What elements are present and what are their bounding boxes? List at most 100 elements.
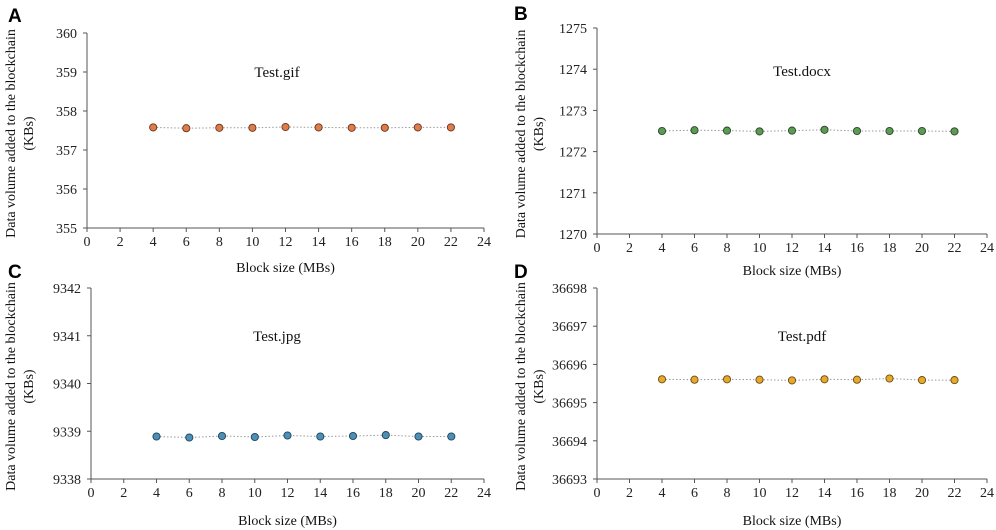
data-point — [348, 431, 358, 441]
x-tick-label: 16 — [850, 241, 864, 256]
data-point — [885, 126, 894, 136]
x-tick-label: 24 — [477, 235, 491, 250]
y-tick-label: 9341 — [53, 330, 81, 345]
x-tick-label: 4 — [153, 486, 160, 501]
x-tick-label: 8 — [216, 235, 223, 250]
y-tick-label: 36697 — [552, 320, 587, 335]
chart-title: Test.jpg — [253, 329, 301, 345]
data-point — [657, 375, 667, 384]
x-tick-label: 6 — [186, 486, 193, 501]
y-tick-label: 9340 — [53, 378, 81, 393]
x-tick-label: 16 — [850, 486, 864, 501]
x-tick-label: 22 — [948, 486, 962, 501]
x-tick-label: 4 — [659, 486, 666, 501]
data-point — [314, 123, 323, 132]
y-axis-title-units: (KBs) — [532, 117, 547, 152]
y-axis-title-units: (KBs) — [22, 369, 37, 404]
series-trend-line — [661, 129, 955, 132]
x-tick-label: 2 — [626, 241, 633, 256]
data-point — [657, 126, 667, 136]
x-tick-label: 16 — [345, 235, 359, 250]
x-axis-title: Block size (MBs) — [743, 514, 842, 529]
x-tick-label: 20 — [411, 235, 425, 250]
data-point — [690, 126, 699, 135]
x-tick-label: 8 — [724, 241, 731, 256]
y-tick-label: 1275 — [559, 22, 587, 37]
data-point — [248, 123, 257, 132]
x-tick-label: 6 — [691, 241, 698, 256]
data-point — [217, 431, 227, 441]
y-axis-title: Data volume added to the blockchain — [4, 282, 19, 491]
y-tick-label: 36698 — [552, 282, 587, 297]
panel-b: B0 2 4 6 8 10 12 14 16 18 20 22 24127012711272127312… — [514, 4, 994, 279]
x-tick-label: 18 — [378, 235, 392, 250]
series-trend-line — [661, 377, 955, 381]
panel-c: C0 2 4 6 8 10 12 14 16 18 20 22 24933893399340934193… — [4, 262, 491, 529]
y-tick-label: 9339 — [53, 425, 81, 440]
x-tick-label: 24 — [477, 486, 491, 501]
x-tick-label: 4 — [150, 235, 157, 250]
data-point — [950, 376, 959, 385]
x-tick-label: 12 — [281, 486, 295, 501]
panel-letter: A — [8, 6, 22, 27]
data-point — [690, 375, 699, 384]
data-point — [787, 376, 797, 385]
data-point — [852, 375, 862, 384]
x-tick-label: 10 — [245, 235, 259, 250]
y-tick-label: 358 — [56, 105, 77, 120]
x-axis-title: Block size (MBs) — [743, 264, 842, 279]
x-tick-label: 12 — [785, 486, 799, 501]
x-tick-label: 0 — [594, 486, 601, 501]
y-tick-label: 357 — [56, 144, 77, 159]
data-point — [281, 122, 290, 132]
x-tick-label: 20 — [915, 241, 929, 256]
y-tick-label: 1274 — [559, 63, 587, 78]
x-tick-label: 2 — [626, 486, 633, 501]
data-point — [413, 123, 422, 132]
data-point — [414, 432, 423, 441]
y-tick-label: 360 — [56, 27, 77, 42]
x-tick-label: 10 — [753, 486, 767, 501]
x-tick-label: 14 — [312, 235, 326, 250]
data-point — [820, 375, 829, 384]
data-point — [447, 432, 456, 441]
data-point — [917, 376, 927, 385]
data-point — [885, 374, 894, 383]
data-point — [380, 123, 389, 132]
y-tick-label: 1272 — [559, 146, 587, 161]
data-point — [283, 431, 292, 440]
data-point — [182, 124, 191, 133]
y-tick-label: 359 — [56, 66, 77, 81]
data-point — [820, 125, 829, 134]
panel-letter: D — [514, 262, 528, 283]
x-tick-label: 22 — [444, 235, 458, 250]
y-axis-title: Data volume added to the blockchain — [514, 282, 529, 491]
x-tick-label: 2 — [117, 235, 124, 250]
data-point — [347, 123, 356, 132]
x-tick-label: 4 — [659, 241, 666, 256]
chart-title: Test.docx — [773, 64, 831, 80]
y-tick-label: 9342 — [53, 282, 81, 297]
x-tick-label: 14 — [818, 486, 832, 501]
data-point — [215, 123, 224, 132]
x-tick-label: 22 — [948, 241, 962, 256]
x-tick-label: 0 — [594, 241, 601, 256]
x-tick-label: 10 — [248, 486, 262, 501]
data-point — [722, 126, 732, 135]
data-point — [316, 432, 325, 441]
x-axis-title: Block size (MBs) — [236, 261, 335, 276]
series-trend-line — [156, 434, 452, 439]
y-tick-label: 355 — [56, 222, 77, 237]
y-axis-title: Data volume added to the blockchain — [514, 30, 529, 239]
data-point — [446, 123, 455, 132]
data-point — [755, 127, 764, 136]
data-point — [722, 375, 732, 384]
data-point — [250, 432, 259, 442]
y-tick-label: 36696 — [552, 358, 587, 373]
y-axis-title-units: (KBs) — [22, 116, 37, 151]
panel-a: A0 2 4 6 8 10 12 14 16 18 20 22 24355356357358359360… — [4, 6, 491, 276]
data-point — [852, 126, 862, 136]
panel-letter: C — [8, 262, 22, 283]
chart-title: Test.gif — [254, 65, 299, 81]
